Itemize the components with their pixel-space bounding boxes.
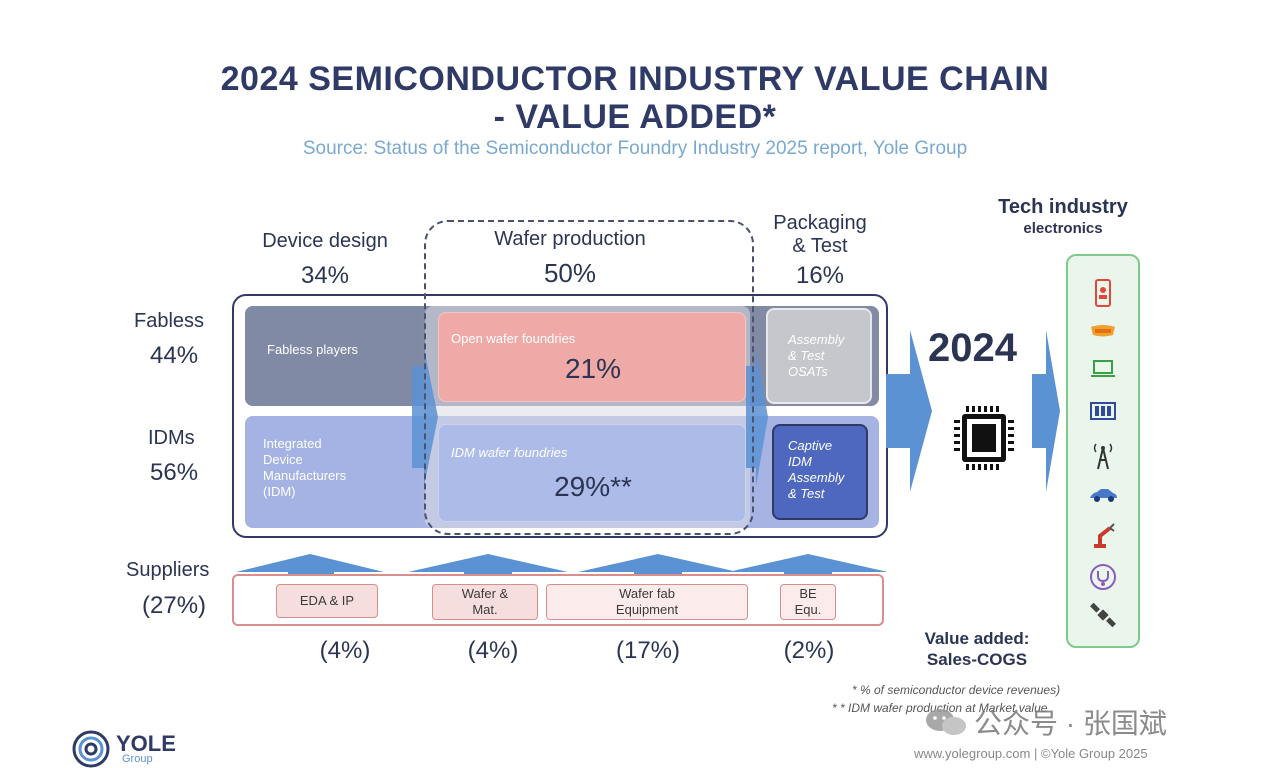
osat-line1: Assembly xyxy=(788,332,845,347)
fabless-label: Fabless xyxy=(134,310,205,332)
value-added-line1: Value added: xyxy=(924,629,1030,648)
captive-line3: Assembly xyxy=(788,470,845,485)
footnote-2: * * IDM wafer production at Market value xyxy=(832,701,1048,715)
packaging-label-1: Packaging xyxy=(773,212,867,234)
smartphone-icon xyxy=(1088,278,1118,308)
open-wafer-foundries-label: Open wafer foundries xyxy=(451,331,576,346)
packaging-pct: 16% xyxy=(795,262,845,289)
packaging-label-2: & Test xyxy=(792,235,848,257)
page-subtitle: Source: Status of the Semiconductor Foun… xyxy=(302,138,968,159)
yole-logo-subtext: Group xyxy=(122,753,153,765)
idm-wafer-foundries-label: IDM wafer foundries xyxy=(451,445,568,460)
osat-label: Assembly & Test OSATs xyxy=(788,332,844,380)
supplier-wafer-fab-line2: Equipment xyxy=(615,602,679,617)
supplier-eda-ip-pct: (4%) xyxy=(319,637,371,664)
wafer-production-dashed-frame xyxy=(424,220,754,535)
supplier-wafer-mat-pct: (4%) xyxy=(467,637,519,664)
laptop-icon xyxy=(1088,354,1118,384)
supplier-up-arrows xyxy=(236,554,888,574)
watermark: 公众号 · 张国斌 xyxy=(924,702,1167,742)
idms-pct: 56% xyxy=(150,459,199,486)
idm-line1: Integrated xyxy=(263,436,322,451)
supplier-wafer-fab-line1: Wafer fab xyxy=(619,586,675,601)
device-design-label: Device design xyxy=(262,230,388,252)
idm-wafer-foundries-cell: IDM wafer foundries 29%** xyxy=(438,424,746,522)
device-design-pct: 34% xyxy=(300,262,350,289)
supplier-be-pct: (2%) xyxy=(783,637,835,664)
page-title-line2: - VALUE ADDED* xyxy=(493,98,777,136)
supplier-wafer-mat-line1: Wafer & xyxy=(461,586,509,601)
osat-line3: OSATs xyxy=(788,364,828,379)
flow-arrow-to-tech xyxy=(1032,330,1060,492)
open-wafer-foundries-cell: Open wafer foundries 21% xyxy=(438,312,746,402)
yole-logo-icon xyxy=(72,730,110,768)
fabless-pct: 44% xyxy=(150,342,199,369)
idms-label: IDMs xyxy=(148,427,195,449)
flow-arrow-wafer-to-packaging xyxy=(746,348,768,486)
server-rack-icon xyxy=(1088,396,1118,426)
car-icon xyxy=(1088,480,1118,510)
supplier-wafer-mat: Wafer & Mat. xyxy=(432,584,538,620)
robot-arm-icon xyxy=(1088,520,1118,550)
wafer-production-pct: 50% xyxy=(543,258,597,288)
idm-wafer-foundries-pct: 29%** xyxy=(554,471,632,502)
flow-arrow-to-2024 xyxy=(886,330,932,492)
osat-line2: & Test xyxy=(788,348,825,363)
suppliers-label: Suppliers xyxy=(126,559,210,581)
chip-icon xyxy=(954,406,1014,470)
osat-cell: Assembly & Test OSATs xyxy=(766,308,872,404)
vr-headset-icon xyxy=(1088,316,1118,346)
supplier-wafer-mat-line2: Mat. xyxy=(472,602,498,617)
footer-copyright: www.yolegroup.com | ©Yole Group 2025 xyxy=(914,746,1148,761)
yole-logo: YOLE Group xyxy=(72,730,176,768)
idm-cell: Integrated Device Manufacturers (IDM) xyxy=(245,416,420,528)
open-wafer-foundries-pct: 21% xyxy=(564,353,622,384)
stethoscope-icon xyxy=(1088,562,1118,592)
wechat-icon xyxy=(926,709,966,735)
fabless-players-cell: Fabless players xyxy=(245,306,420,406)
page-title: 2024 SEMICONDUCTOR INDUSTRY VALUE CHAIN xyxy=(220,60,1050,98)
value-added-line2: Sales-COGS xyxy=(926,650,1028,669)
wafer-production-label: Wafer production xyxy=(494,228,646,250)
supplier-eda-ip-label: EDA & IP xyxy=(299,593,355,608)
supplier-be-line2: Equ. xyxy=(794,602,822,617)
fabless-players-label: Fabless players xyxy=(267,342,359,357)
yole-logo-text: YOLE xyxy=(116,731,176,756)
captive-assembly-label: Captive IDM Assembly & Test xyxy=(788,438,844,502)
value-added-note: Value added: Sales-COGS xyxy=(912,628,1042,670)
captive-line4: & Test xyxy=(788,486,825,501)
year-label: 2024 xyxy=(928,326,1017,370)
captive-assembly-cell: Captive IDM Assembly & Test xyxy=(772,424,868,520)
supplier-eda-ip: EDA & IP xyxy=(276,584,378,618)
supplier-be-equ: BE Equ. xyxy=(780,584,836,620)
supplier-wafer-fab-pct: (17%) xyxy=(615,637,681,664)
supplier-wafer-fab-equipment: Wafer fab Equipment xyxy=(546,584,748,620)
cell-tower-icon xyxy=(1088,440,1118,470)
idm-line4: (IDM) xyxy=(263,484,296,499)
captive-line2: IDM xyxy=(788,454,812,469)
captive-line1: Captive xyxy=(788,438,833,453)
tech-industry-title: Tech industry xyxy=(998,196,1128,218)
suppliers-pct: (27%) xyxy=(142,592,207,619)
footnote-1: * % of semiconductor device revenues) xyxy=(852,683,1061,697)
satellite-icon xyxy=(1088,600,1118,630)
idm-line3: Manufacturers xyxy=(263,468,347,483)
idm-line2: Device xyxy=(263,452,303,467)
tech-industry-subtitle: electronics xyxy=(1023,220,1103,237)
supplier-be-line1: BE xyxy=(799,586,817,601)
watermark-text: 公众号 · 张国斌 xyxy=(974,708,1167,739)
